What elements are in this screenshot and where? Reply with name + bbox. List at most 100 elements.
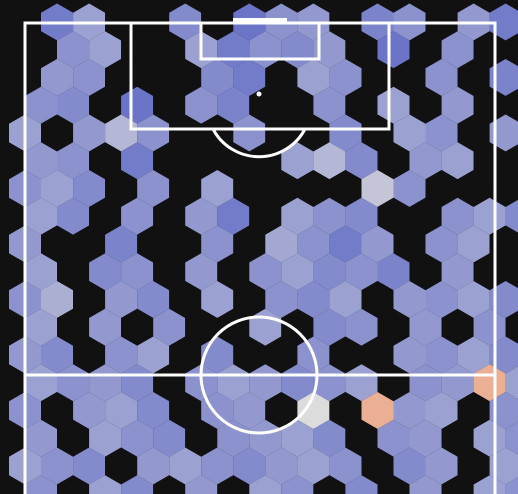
- heat-hex: [329, 336, 362, 374]
- heat-hex: [217, 142, 250, 180]
- heat-hex: [169, 114, 202, 152]
- heat-hex: [89, 475, 122, 494]
- heat-hex: [473, 419, 506, 457]
- heat-hex: [473, 86, 506, 124]
- heat-hex: [345, 308, 378, 346]
- heat-hex: [137, 392, 170, 429]
- heat-hex: [473, 253, 506, 291]
- centre-circle: [199, 315, 319, 435]
- heat-hex: [25, 86, 57, 124]
- heat-hex: [89, 86, 122, 124]
- heat-hex: [73, 114, 106, 152]
- heat-hex: [409, 253, 442, 291]
- heat-hex: [185, 419, 218, 457]
- heat-hex: [409, 86, 442, 124]
- heat-hex: [121, 86, 154, 124]
- heat-hex: [121, 308, 154, 346]
- heat-hex: [425, 336, 458, 374]
- heat-hex: [249, 197, 282, 235]
- heat-hex: [393, 170, 426, 207]
- heat-hex: [201, 170, 234, 207]
- heat-hex: [201, 114, 234, 152]
- heat-hex: [185, 253, 218, 291]
- heat-hex: [153, 308, 186, 346]
- heat-hex: [121, 475, 154, 494]
- heat-hex: [393, 336, 426, 374]
- heat-hex: [441, 197, 474, 235]
- heat-hex: [345, 197, 378, 235]
- heat-hex: [233, 281, 266, 318]
- heat-hex: [249, 475, 282, 494]
- heat-hex: [89, 253, 122, 291]
- heat-hex: [105, 447, 138, 485]
- heat-hex: [249, 142, 282, 180]
- heat-hex: [25, 197, 57, 235]
- heat-hex: [457, 336, 490, 374]
- heat-hex: [457, 114, 490, 152]
- heat-hex: [361, 392, 394, 429]
- heat-hex: [297, 447, 330, 485]
- heat-hex: [313, 31, 346, 69]
- heat-hex: [329, 59, 362, 96]
- heat-hex: [41, 281, 74, 318]
- heat-hex: [153, 31, 186, 69]
- heat-hex: [473, 308, 506, 346]
- heat-hex: [105, 392, 138, 429]
- heat-hex: [409, 308, 442, 346]
- heat-hex: [329, 392, 362, 429]
- heat-hex: [281, 197, 314, 235]
- heat-hex: [153, 475, 186, 494]
- heat-hex: [121, 419, 154, 457]
- heat-hex: [41, 447, 74, 485]
- heat-hex: [345, 475, 378, 494]
- heat-hex: [297, 170, 330, 207]
- heat-hex: [313, 419, 346, 457]
- heat-hex: [185, 86, 218, 124]
- heat-hex: [489, 170, 518, 207]
- heat-hex: [361, 225, 394, 263]
- heat-hex: [505, 144, 518, 178]
- heat-hex: [361, 114, 394, 152]
- heat-hex: [489, 447, 518, 485]
- heat-hex: [217, 86, 250, 124]
- heat-hex: [57, 419, 90, 457]
- heat-hex: [57, 197, 90, 235]
- heat-hex: [105, 170, 138, 207]
- heat-hex: [265, 225, 298, 263]
- heat-hex: [89, 308, 122, 346]
- heat-hex: [505, 88, 518, 122]
- heat-hex: [153, 197, 186, 235]
- heat-hex: [441, 86, 474, 124]
- heat-hex: [425, 281, 458, 318]
- heat-hex: [457, 281, 490, 318]
- heat-hex: [217, 253, 250, 291]
- heat-hex: [73, 225, 106, 263]
- heat-hex: [105, 281, 138, 318]
- heat-hex: [425, 170, 458, 207]
- heat-hex: [473, 31, 506, 69]
- heat-hex: [361, 336, 394, 374]
- heat-hex: [41, 392, 74, 429]
- heat-hex: [361, 59, 394, 96]
- heat-hex: [73, 336, 106, 374]
- heat-hex: [57, 475, 90, 494]
- heat-hex: [137, 114, 170, 152]
- heat-hex: [25, 475, 57, 494]
- heat-hex: [425, 392, 458, 429]
- heat-hex: [121, 253, 154, 291]
- heat-hex: [313, 475, 346, 494]
- heat-hex: [345, 419, 378, 457]
- heat-hex: [489, 281, 518, 318]
- heat-hex: [457, 170, 490, 207]
- heat-hex: [361, 170, 394, 207]
- heat-hex: [57, 31, 90, 69]
- heat-hex: [345, 142, 378, 180]
- heat-hex: [105, 114, 138, 152]
- heat-hex: [233, 170, 266, 207]
- heat-hex: [73, 59, 106, 96]
- heat-hex: [89, 197, 122, 235]
- heat-hex: [233, 392, 266, 429]
- heat-hex: [377, 475, 410, 494]
- heat-hex: [297, 392, 330, 429]
